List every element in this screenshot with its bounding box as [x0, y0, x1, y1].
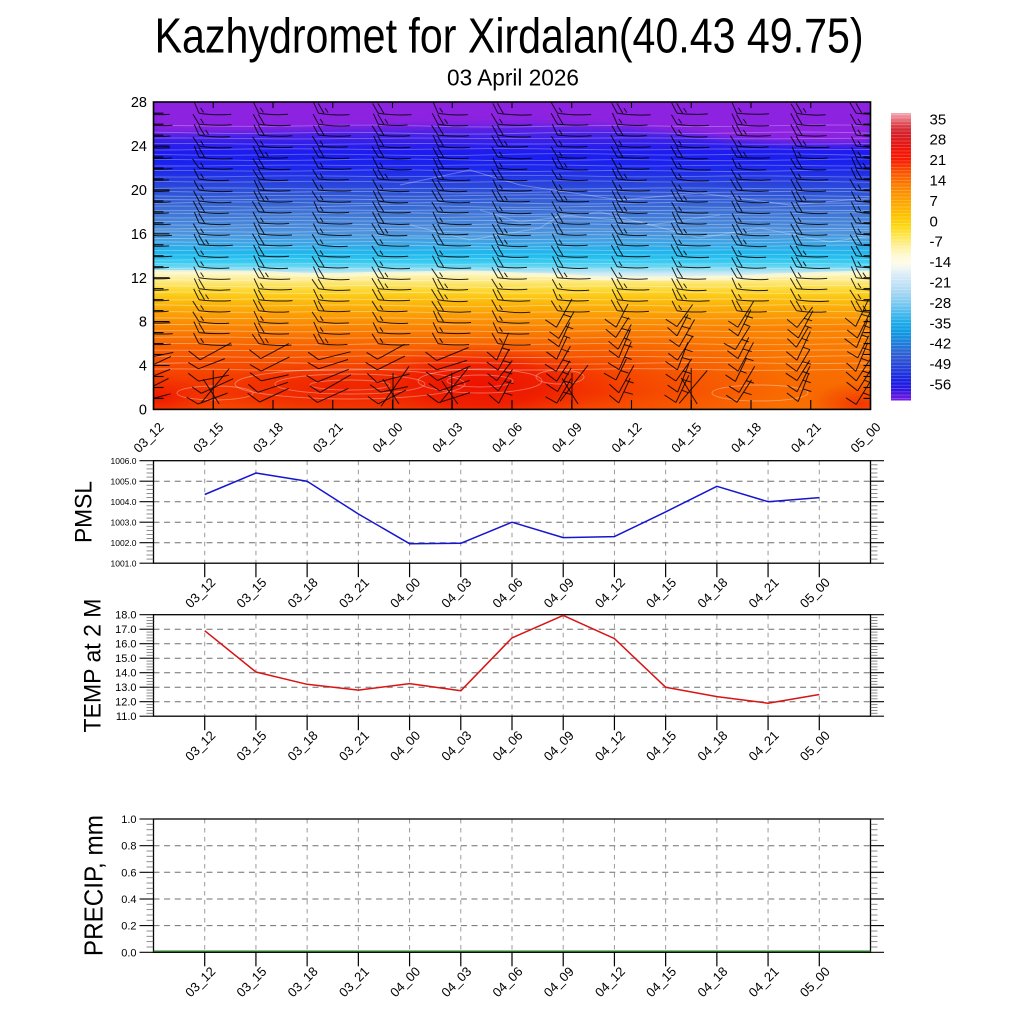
svg-text:0.6: 0.6 [121, 867, 136, 879]
svg-text:Kazhydromet for Xirdalan(40.43: Kazhydromet for Xirdalan(40.43 49.75) [155, 10, 864, 64]
svg-text:7: 7 [930, 193, 938, 210]
svg-text:-28: -28 [930, 295, 952, 312]
svg-text:0.2: 0.2 [121, 921, 136, 933]
svg-text:1003.0: 1003.0 [111, 517, 137, 527]
svg-text:0.4: 0.4 [121, 894, 136, 906]
svg-text:0.8: 0.8 [121, 841, 136, 853]
svg-text:13.0: 13.0 [115, 682, 136, 694]
svg-text:16.0: 16.0 [115, 639, 136, 651]
svg-text:0: 0 [930, 213, 938, 230]
svg-text:1004.0: 1004.0 [111, 497, 137, 507]
svg-text:TEMP at 2 M: TEMP at 2 M [80, 599, 107, 733]
svg-text:16: 16 [131, 227, 147, 243]
svg-text:20: 20 [131, 183, 147, 199]
svg-text:PRECIP, mm: PRECIP, mm [79, 815, 109, 956]
svg-text:1002.0: 1002.0 [111, 538, 137, 548]
svg-text:-35: -35 [930, 315, 952, 332]
svg-text:28: 28 [930, 132, 947, 149]
svg-text:0: 0 [139, 402, 147, 418]
svg-text:PMSL: PMSL [71, 481, 98, 543]
svg-text:14: 14 [930, 173, 947, 190]
svg-text:03 April 2026: 03 April 2026 [447, 65, 579, 91]
svg-text:28: 28 [131, 95, 147, 111]
svg-text:24: 24 [131, 139, 147, 155]
svg-text:1.0: 1.0 [121, 814, 136, 826]
svg-text:1006.0: 1006.0 [111, 456, 137, 466]
svg-text:1005.0: 1005.0 [111, 476, 137, 486]
svg-text:1001.0: 1001.0 [111, 558, 137, 568]
svg-text:14.0: 14.0 [115, 668, 136, 680]
svg-text:15.0: 15.0 [115, 653, 136, 665]
svg-text:-49: -49 [930, 356, 952, 373]
svg-text:35: 35 [930, 111, 947, 128]
svg-text:17.0: 17.0 [115, 624, 136, 636]
svg-text:0.0: 0.0 [121, 947, 136, 959]
svg-text:-56: -56 [930, 377, 952, 394]
svg-text:8: 8 [139, 315, 147, 331]
svg-text:11.0: 11.0 [116, 711, 137, 723]
svg-text:-14: -14 [930, 254, 952, 271]
svg-text:-21: -21 [930, 275, 952, 292]
svg-text:12: 12 [131, 271, 147, 287]
svg-text:12.0: 12.0 [115, 697, 136, 709]
svg-text:-7: -7 [930, 234, 943, 251]
svg-text:21: 21 [930, 152, 947, 169]
svg-text:4: 4 [139, 359, 147, 375]
svg-text:-42: -42 [930, 336, 952, 353]
svg-text:18.0: 18.0 [115, 610, 136, 622]
